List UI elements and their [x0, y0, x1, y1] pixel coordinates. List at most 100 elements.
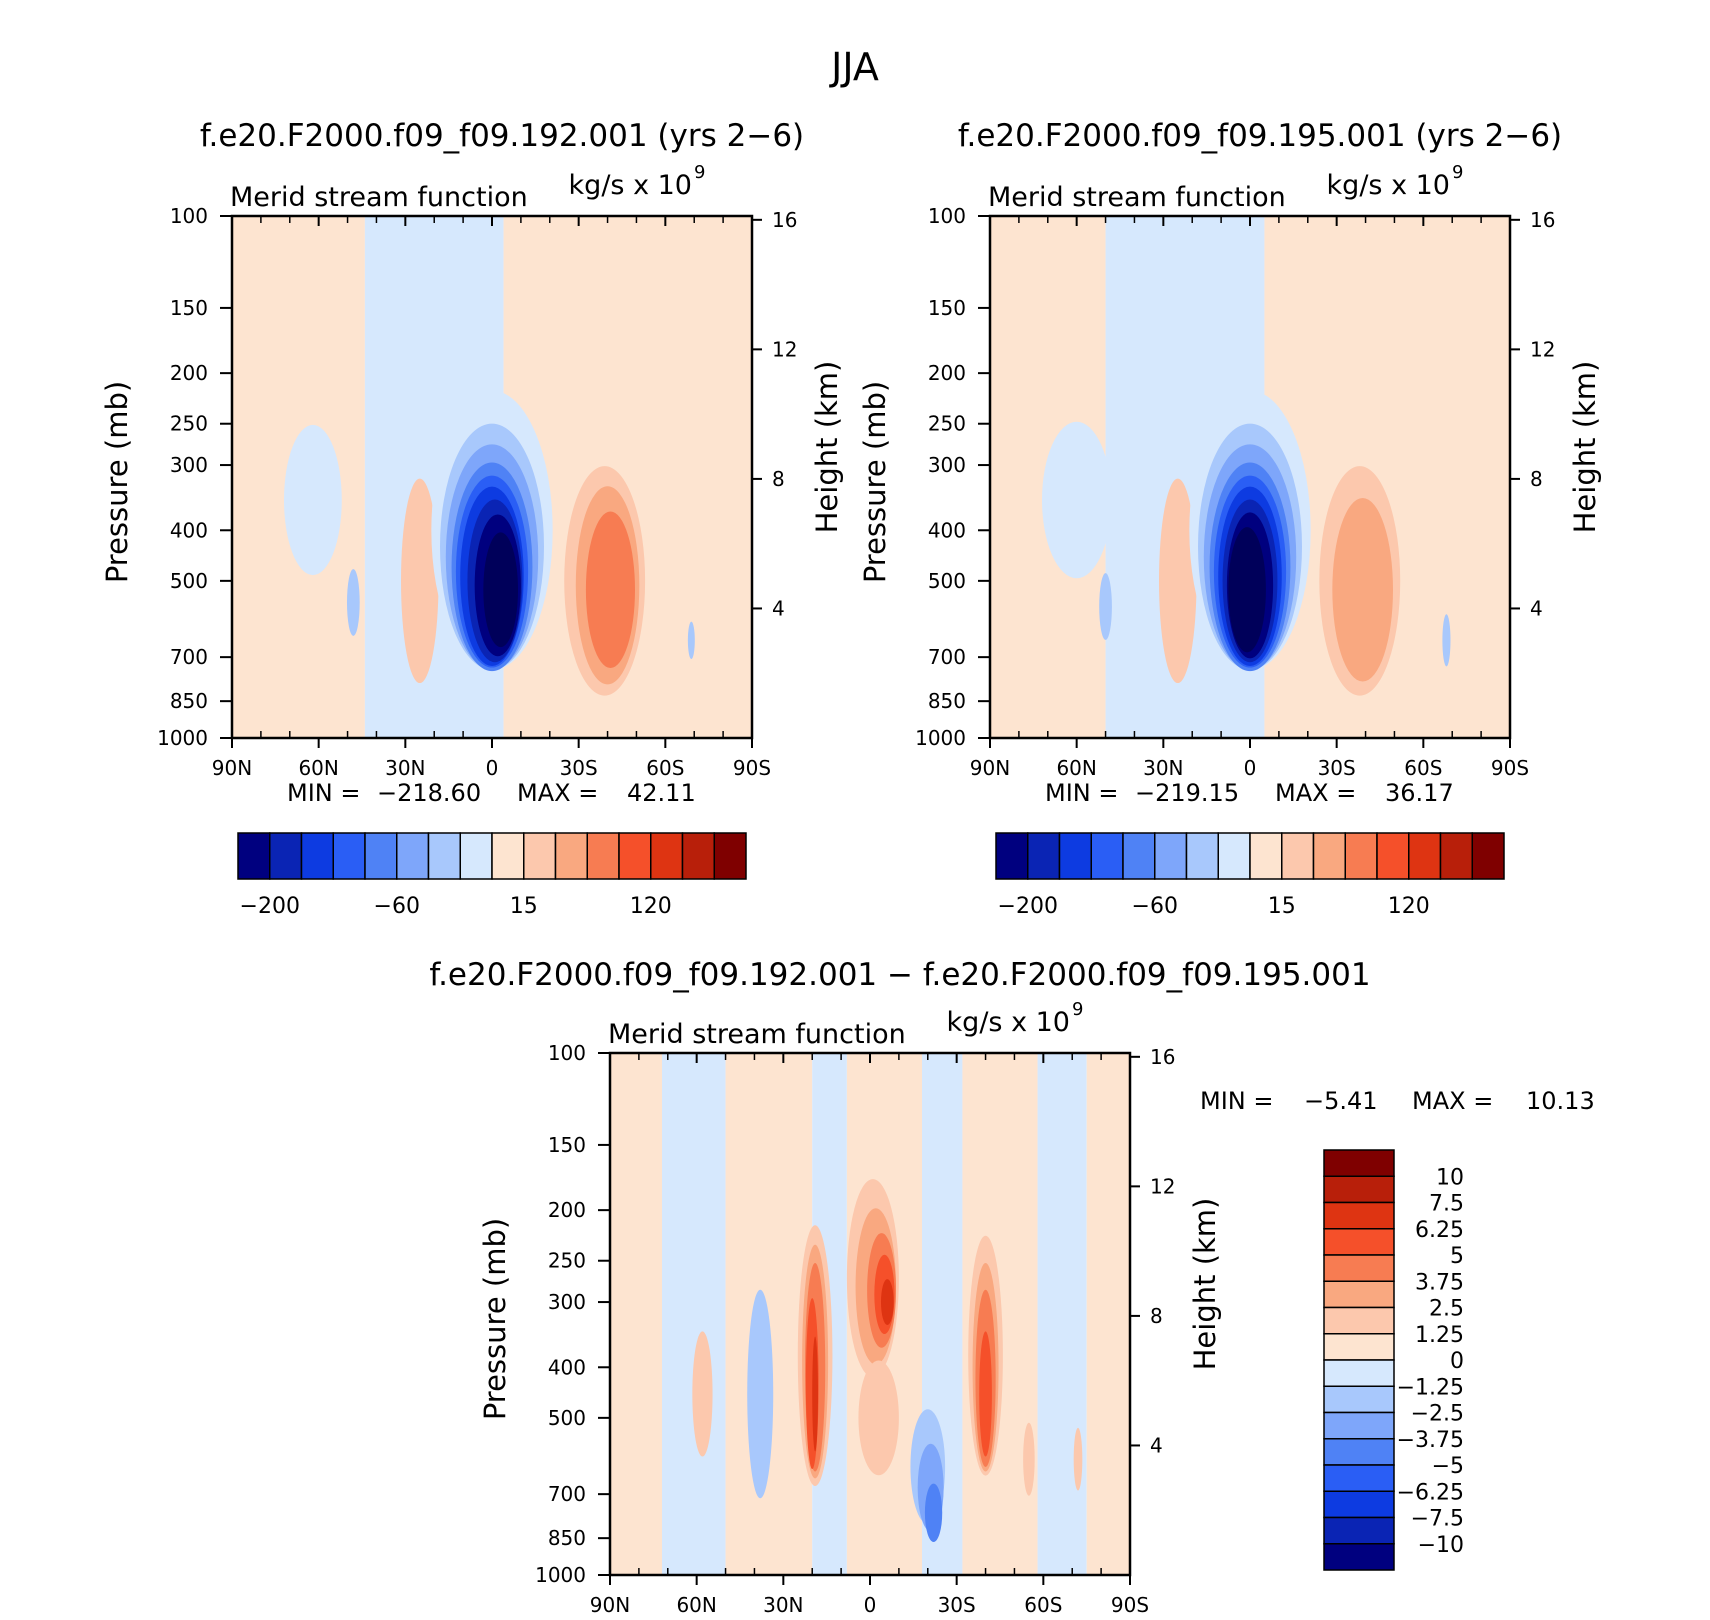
y-tick-label: 1000 — [915, 726, 966, 750]
contour-blob — [284, 424, 342, 576]
y-right-tick-label: 8 — [772, 467, 785, 491]
y-axis-label: Pressure (mb) — [478, 1218, 512, 1420]
panel-title: f.e20.F2000.f09_f09.192.001 − f.e20.F200… — [429, 957, 1370, 993]
colorbar-label: −60 — [1132, 894, 1178, 919]
x-tick-label: 60S — [1404, 756, 1442, 780]
colorbar-box — [396, 832, 430, 880]
stats-max-value: 36.17 — [1385, 779, 1454, 807]
colorbar-label: −6.25 — [1397, 1480, 1464, 1505]
colorbar-box — [300, 832, 334, 880]
contour-blob — [692, 1331, 713, 1457]
plot-right-title: kg/s x 10 — [569, 170, 692, 201]
colorbar-box — [1154, 832, 1188, 880]
colorbar-label: 120 — [1388, 894, 1430, 919]
stats-max-label: MAX = — [1412, 1087, 1493, 1115]
colorbar-box — [1323, 1490, 1395, 1519]
y-right-tick-label: 16 — [1150, 1045, 1175, 1069]
colorbar-box — [237, 832, 271, 880]
y-right-tick-label: 12 — [772, 337, 797, 361]
y-right-tick-label: 8 — [1530, 467, 1543, 491]
colorbar: 107.56.2553.752.51.250−1.25−2.5−3.75−5−6… — [1323, 1149, 1464, 1571]
y-tick-label: 100 — [170, 204, 208, 228]
y-tick-label: 300 — [170, 453, 208, 477]
y-tick-label: 700 — [170, 645, 208, 669]
colorbar-box — [1090, 832, 1124, 880]
y-right-tick-label: 16 — [1530, 208, 1555, 232]
colorbar-label: −2.5 — [1411, 1402, 1464, 1427]
y-tick-label: 200 — [928, 361, 966, 385]
contour-blob — [858, 1360, 899, 1476]
y-tick-label: 250 — [928, 412, 966, 436]
x-tick-label: 90S — [733, 756, 771, 780]
y-tick-label: 250 — [170, 412, 208, 436]
contour-band — [610, 1053, 662, 1575]
y-tick-label: 850 — [548, 1526, 586, 1550]
colorbar-box — [1185, 832, 1219, 880]
colorbar-box — [1323, 1149, 1395, 1177]
y-tick-label: 300 — [548, 1290, 586, 1314]
stats-max-label: MAX = — [517, 779, 598, 807]
colorbar-box — [1376, 832, 1410, 880]
colorbar-label: −10 — [1418, 1533, 1464, 1558]
y-tick-label: 1000 — [157, 726, 208, 750]
stats-min-label: MIN = — [1045, 779, 1118, 807]
colorbar-box — [1408, 832, 1442, 880]
stats-max-value: 10.13 — [1526, 1087, 1595, 1115]
stats-max-label: MAX = — [1275, 779, 1356, 807]
y-tick-label: 300 — [928, 453, 966, 477]
colorbar-label: 15 — [510, 894, 538, 919]
contour-blob — [924, 1483, 943, 1542]
y-axis-label: Pressure (mb) — [858, 381, 892, 583]
y-right-tick-label: 12 — [1150, 1174, 1175, 1198]
colorbar-label: −200 — [240, 894, 300, 919]
colorbar-box — [491, 832, 525, 880]
contour-blob — [1159, 478, 1197, 684]
contour-blob — [483, 532, 518, 648]
colorbar: −200 −60 15 120 — [237, 832, 747, 919]
contour-field — [610, 1053, 1130, 1575]
colorbar-label: 2.5 — [1429, 1297, 1464, 1322]
colorbar-box — [1312, 832, 1346, 880]
x-tick-label: 90S — [1111, 1593, 1149, 1617]
y-tick-label: 100 — [928, 204, 966, 228]
colorbar-box — [1323, 1385, 1395, 1414]
x-tick-label: 30N — [385, 756, 425, 780]
colorbar-box — [1323, 1228, 1395, 1256]
colorbar-box — [1323, 1543, 1395, 1571]
colorbar-box — [1281, 832, 1315, 880]
colorbar-label: 0 — [1450, 1349, 1464, 1374]
plot-right-title: kg/s x 10 — [1327, 170, 1450, 201]
y-tick-label: 400 — [170, 518, 208, 542]
y-tick-label: 1000 — [535, 1563, 586, 1587]
colorbar-box — [1323, 1516, 1395, 1545]
stats-min-value: −218.60 — [377, 779, 481, 807]
contour-band — [725, 1053, 813, 1575]
y-right-axis-label: Height (km) — [1188, 1198, 1222, 1371]
contour-field — [990, 216, 1510, 738]
colorbar-box — [1323, 1280, 1395, 1309]
colorbar-box — [586, 832, 620, 880]
colorbar-label: 120 — [630, 894, 672, 919]
x-tick-label: 30S — [560, 756, 598, 780]
x-tick-label: 30N — [1143, 756, 1183, 780]
y-right-axis-label: Height (km) — [1568, 361, 1602, 534]
colorbar-box — [1323, 1411, 1395, 1440]
x-tick-label: 60N — [298, 756, 338, 780]
y-right-tick-label: 4 — [772, 596, 785, 620]
colorbar-box — [1323, 1359, 1395, 1387]
colorbar-box — [554, 832, 588, 880]
y-tick-label: 500 — [928, 569, 966, 593]
plot-left-title: Merid stream function — [988, 182, 1286, 213]
x-tick-label: 0 — [864, 1593, 877, 1617]
stats-min-label: MIN = — [287, 779, 360, 807]
colorbar-box — [459, 832, 493, 880]
y-right-tick-label: 16 — [772, 208, 797, 232]
colorbar-box — [1323, 1333, 1395, 1361]
colorbar-box — [1323, 1254, 1395, 1282]
contour-blob — [585, 511, 635, 668]
panel-difference: 100150200250300400500700850100016128490N… — [429, 957, 1594, 1617]
colorbar-box — [1249, 832, 1283, 880]
contour-blob — [1042, 421, 1112, 579]
stats-min-value: −5.41 — [1304, 1087, 1378, 1115]
colorbar-box — [650, 832, 684, 880]
